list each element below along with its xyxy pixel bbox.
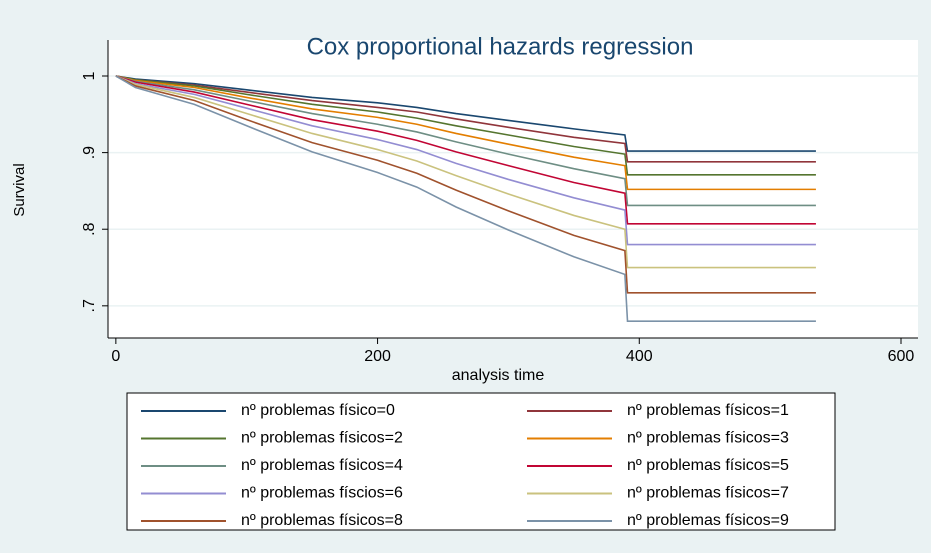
y-tick-label: .8 — [81, 222, 98, 235]
survival-line — [115, 75, 816, 225]
survival-line — [115, 75, 816, 207]
survival-line — [115, 75, 816, 269]
legend-label: nº problemas físicos=7 — [627, 485, 789, 502]
legend-label: nº problemas físicos=2 — [241, 430, 403, 447]
legend-label: nº problemas físicos=9 — [627, 512, 789, 529]
legend-label: nº problemas físcios=6 — [241, 485, 403, 502]
legend-label: nº problemas físicos=5 — [627, 457, 789, 474]
x-tick-label: 0 — [111, 348, 120, 365]
chart-title: Cox proportional hazards regression — [307, 33, 694, 60]
legend — [126, 392, 836, 531]
survival-line — [115, 75, 816, 176]
y-axis-label: Survival — [11, 163, 28, 216]
survival-line — [115, 75, 816, 152]
legend-label: nº problemas físicos=1 — [627, 402, 789, 419]
y-tick-label: .7 — [81, 299, 98, 312]
legend-label: nº problemas físico=0 — [241, 402, 395, 419]
survival-line — [115, 75, 816, 322]
survival-line — [115, 75, 816, 191]
x-tick-label: 200 — [364, 348, 391, 365]
legend-label: nº problemas físicos=4 — [241, 457, 403, 474]
x-tick-label: 400 — [626, 348, 653, 365]
survival-line — [115, 75, 816, 294]
x-axis-label: analysis time — [452, 367, 545, 384]
x-tick-label: 600 — [888, 348, 915, 365]
y-tick-label: .9 — [81, 146, 98, 159]
legend-label: nº problemas físicos=3 — [627, 430, 789, 447]
y-tick-label: 1 — [81, 71, 98, 80]
survival-line — [115, 75, 816, 246]
legend-label: nº problemas físicos=8 — [241, 512, 403, 529]
